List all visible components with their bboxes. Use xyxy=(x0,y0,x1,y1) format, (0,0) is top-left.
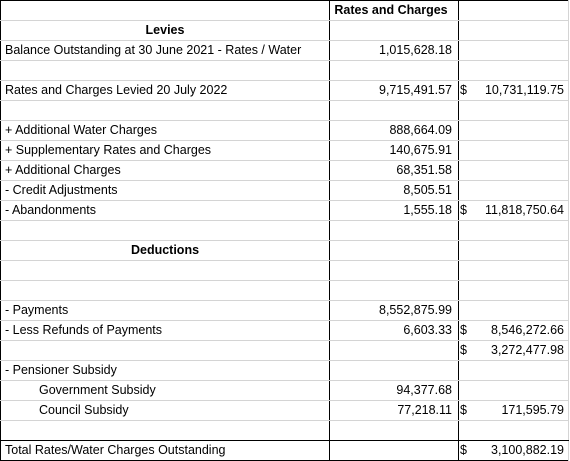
label-cell[interactable]: - Abandonments xyxy=(0,200,330,221)
rates-value-cell[interactable] xyxy=(329,60,459,81)
label-cell[interactable] xyxy=(0,260,330,281)
table-row: + Supplementary Rates and Charges 140,675… xyxy=(0,140,569,161)
rates-value-cell[interactable]: 8,552,875.99 xyxy=(329,300,459,321)
rates-value-cell[interactable]: 1,015,628.18 xyxy=(329,40,459,61)
label-cell[interactable]: + Additional Charges xyxy=(0,160,330,181)
table-row: Levies xyxy=(0,20,569,41)
table-row: - Credit Adjustments 8,505.51 xyxy=(0,180,569,201)
rates-value-cell[interactable]: 9,715,491.57 xyxy=(329,80,459,101)
label-cell[interactable]: + Supplementary Rates and Charges xyxy=(0,140,330,161)
total-cell[interactable] xyxy=(458,260,569,281)
table-row: Balance Outstanding at 30 June 2021 - Ra… xyxy=(0,40,569,61)
total-cell[interactable]: $11,818,750.64 xyxy=(458,200,569,221)
rates-value-cell[interactable]: 68,351.58 xyxy=(329,160,459,181)
currency-symbol: $ xyxy=(460,343,467,357)
total-cell[interactable]: $10,731,119.75 xyxy=(458,80,569,101)
rates-value-cell[interactable]: 1,555.18 xyxy=(329,200,459,221)
currency-symbol: $ xyxy=(460,323,467,337)
currency-symbol: $ xyxy=(460,83,467,97)
table-row: Council Subsidy 77,218.11 $171,595.79 xyxy=(0,400,569,421)
label-cell[interactable]: Government Subsidy xyxy=(0,380,330,401)
total-cell[interactable]: $8,546,272.66 xyxy=(458,320,569,341)
rates-value-cell[interactable] xyxy=(329,240,459,261)
total-cell[interactable] xyxy=(458,300,569,321)
rates-value-cell[interactable]: 94,377.68 xyxy=(329,380,459,401)
rates-value-cell[interactable]: 6,603.33 xyxy=(329,320,459,341)
label-cell[interactable]: + Additional Water Charges xyxy=(0,120,330,141)
total-cell[interactable] xyxy=(458,20,569,41)
rates-value-cell[interactable] xyxy=(329,260,459,281)
table-row: + Additional Water Charges 888,664.09 xyxy=(0,120,569,141)
currency-symbol: $ xyxy=(460,203,467,217)
total-cell[interactable] xyxy=(458,420,569,441)
table-row: Government Subsidy 94,377.68 xyxy=(0,380,569,401)
label-cell[interactable]: Balance Outstanding at 30 June 2021 - Ra… xyxy=(0,40,330,61)
label-cell[interactable]: Levies xyxy=(0,20,330,41)
header-row: Rates and Charges xyxy=(0,0,569,21)
total-cell[interactable] xyxy=(458,60,569,81)
header-rates-cell[interactable]: Rates and Charges xyxy=(329,0,459,21)
total-amount: 8,546,272.66 xyxy=(491,323,564,337)
rates-value-cell[interactable] xyxy=(329,20,459,41)
total-cell[interactable] xyxy=(458,160,569,181)
label-cell[interactable] xyxy=(0,60,330,81)
label-cell[interactable] xyxy=(0,220,330,241)
total-cell[interactable] xyxy=(458,40,569,61)
total-cell[interactable] xyxy=(458,140,569,161)
total-cell[interactable] xyxy=(458,240,569,261)
table-row: - Pensioner Subsidy xyxy=(0,360,569,381)
table-row xyxy=(0,100,569,121)
rates-value-cell[interactable] xyxy=(329,420,459,441)
rates-value-cell[interactable]: 140,675.91 xyxy=(329,140,459,161)
rates-value-cell[interactable]: 888,664.09 xyxy=(329,120,459,141)
table-row xyxy=(0,260,569,281)
label-cell[interactable]: Rates and Charges Levied 20 July 2022 xyxy=(0,80,330,101)
label-cell[interactable]: - Credit Adjustments xyxy=(0,180,330,201)
label-cell[interactable]: Council Subsidy xyxy=(0,400,330,421)
rates-value-cell[interactable] xyxy=(329,360,459,381)
table-row xyxy=(0,220,569,241)
label-cell[interactable]: - Pensioner Subsidy xyxy=(0,360,330,381)
currency-symbol: $ xyxy=(460,403,467,417)
header-label-cell[interactable] xyxy=(0,0,330,21)
total-cell[interactable] xyxy=(458,380,569,401)
total-cell[interactable] xyxy=(458,100,569,121)
total-cell[interactable]: $3,272,477.98 xyxy=(458,340,569,361)
table-row: + Additional Charges 68,351.58 xyxy=(0,160,569,181)
label-cell[interactable]: - Payments xyxy=(0,300,330,321)
total-cell[interactable] xyxy=(458,360,569,381)
table-row: - Abandonments 1,555.18 $11,818,750.64 xyxy=(0,200,569,221)
label-cell[interactable] xyxy=(0,100,330,121)
table-row: - Less Refunds of Payments 6,603.33 $8,546… xyxy=(0,320,569,341)
rates-value-cell[interactable] xyxy=(329,220,459,241)
label-cell[interactable]: - Less Refunds of Payments xyxy=(0,320,330,341)
rates-value-cell[interactable]: 77,218.11 xyxy=(329,400,459,421)
total-amount: 3,272,477.98 xyxy=(491,343,564,357)
total-amount: 11,818,750.64 xyxy=(484,203,564,217)
total-cell[interactable] xyxy=(458,220,569,241)
total-cell[interactable] xyxy=(458,180,569,201)
label-cell[interactable]: Deductions xyxy=(0,240,330,261)
rates-value-cell[interactable] xyxy=(329,340,459,361)
table-row: Deductions xyxy=(0,240,569,261)
table-row xyxy=(0,280,569,301)
header-total-cell[interactable] xyxy=(458,0,569,21)
label-cell[interactable] xyxy=(0,280,330,301)
total-cell[interactable] xyxy=(458,280,569,301)
table-row: Rates and Charges Levied 20 July 2022 9,7… xyxy=(0,80,569,101)
table-row xyxy=(0,60,569,81)
rates-value-cell[interactable] xyxy=(329,100,459,121)
table-row: - Payments 8,552,875.99 xyxy=(0,300,569,321)
label-cell[interactable] xyxy=(0,420,330,441)
table-row: $3,272,477.98 xyxy=(0,340,569,361)
rates-value-cell[interactable] xyxy=(329,280,459,301)
total-amount: 10,731,119.75 xyxy=(484,83,564,97)
table-row xyxy=(0,420,569,441)
total-cell[interactable] xyxy=(458,120,569,141)
label-cell[interactable] xyxy=(0,340,330,361)
total-amount: 171,595.79 xyxy=(501,403,564,417)
rates-value-cell[interactable]: 8,505.51 xyxy=(329,180,459,201)
total-cell[interactable]: $171,595.79 xyxy=(458,400,569,421)
